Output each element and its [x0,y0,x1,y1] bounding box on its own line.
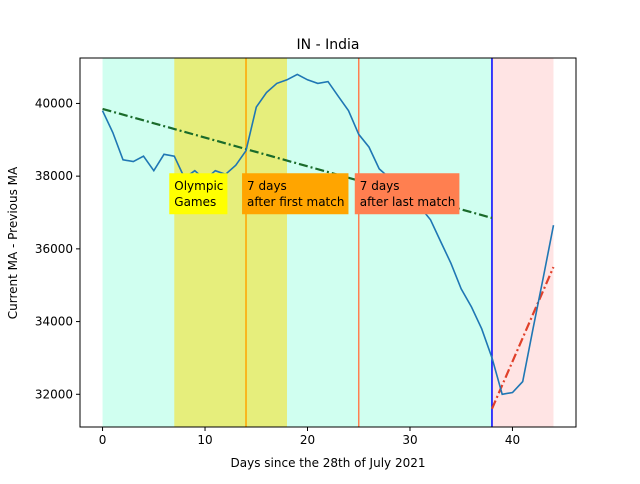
x-tick-label: 10 [197,433,212,447]
y-axis-ticks: 32000 34000 36000 38000 40000 [35,96,80,401]
y-axis-label: Current MA - Previous MA [6,166,20,319]
annotation-text: 7 days [247,179,287,193]
shaded-region-0 [102,58,492,427]
annotation-text: Games [174,195,216,209]
x-tick-label: 0 [99,433,107,447]
annotation-box [354,173,460,215]
plot-frame [79,57,577,428]
shaded-region-2 [491,58,554,427]
annotation-1: 7 days after first match [242,173,349,215]
data-series [101,73,555,396]
series-line-0 [101,73,555,396]
x-axis-ticks: 0 10 20 30 40 [99,427,520,447]
y-tick-label: 38000 [35,169,73,183]
shaded-region-1 [174,58,288,427]
y-tick-label: 32000 [35,387,73,401]
shaded-regions [102,58,554,427]
annotation-text: after last match [360,195,456,209]
chart-title: IN - India [297,37,360,53]
trend-lines [102,107,555,410]
y-tick-label: 36000 [35,242,73,256]
annotation-text: 7 days [360,179,400,193]
event-lines [245,58,493,427]
annotation-text: Olympic [174,179,223,193]
x-axis-label: Days since the 28th of July 2021 [231,456,426,470]
annotation-box [169,173,228,215]
x-tick-label: 20 [300,433,315,447]
trend-line-1 [490,266,555,410]
annotation-0: Olympic Games [169,173,228,215]
annotation-box [242,173,349,215]
annotation-2: 7 days after last match [354,173,460,215]
y-tick-label: 40000 [35,96,73,110]
x-tick-label: 30 [402,433,417,447]
annotation-text: after first match [247,195,344,209]
x-tick-label: 40 [505,433,520,447]
y-tick-label: 34000 [35,315,73,329]
